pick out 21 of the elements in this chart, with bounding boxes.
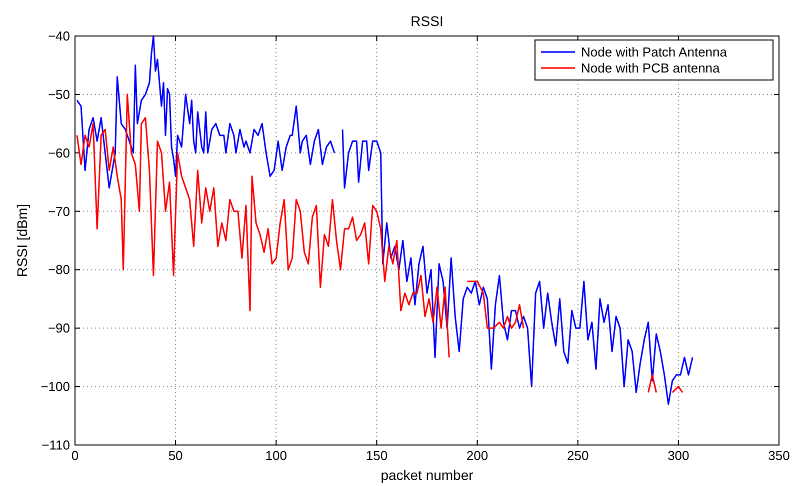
x-tick-label: 50: [168, 448, 183, 463]
x-tick-label: 150: [366, 448, 388, 463]
legend-label: Node with Patch Antenna: [581, 44, 728, 60]
y-tick-label: −110: [42, 438, 70, 452]
x-tick-label: 100: [265, 448, 287, 463]
x-tick-label: 250: [567, 448, 589, 463]
x-axis-title: packet number: [380, 467, 474, 483]
x-tick-label: 0: [71, 448, 79, 463]
y-tick-label: −40: [48, 28, 70, 44]
x-tick-label: 300: [668, 448, 690, 463]
y-tick-label: −70: [48, 204, 70, 219]
x-tick-label: 350: [768, 448, 790, 463]
chart-title: RSSI: [410, 13, 444, 29]
y-tick-label: −100: [40, 379, 70, 394]
y-tick-label: −90: [48, 320, 70, 336]
y-tick-label: −60: [48, 145, 70, 160]
x-tick-label: 200: [466, 448, 488, 463]
legend-label: Node with PCB antenna: [581, 60, 721, 76]
y-tick-label: −50: [48, 86, 70, 102]
y-tick-label: −80: [48, 262, 70, 278]
y-axis-title: RSSI [dBm]: [14, 204, 30, 278]
